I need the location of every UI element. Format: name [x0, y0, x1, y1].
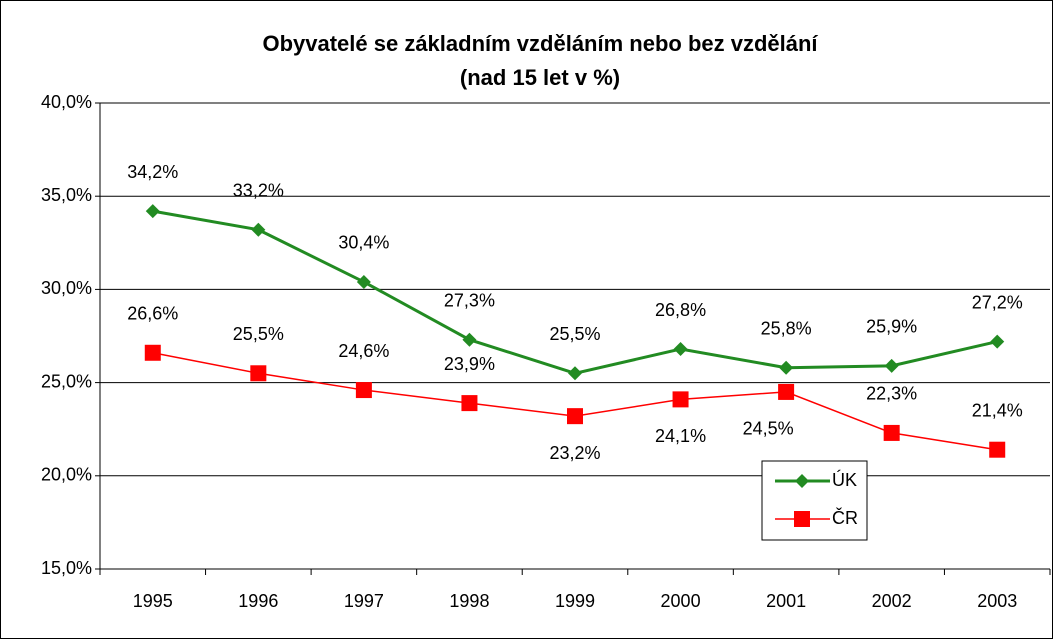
data-label: 25,9% — [866, 317, 917, 337]
point — [673, 342, 688, 357]
point — [568, 366, 582, 381]
x-tick-label: 2000 — [661, 591, 701, 611]
legend-label: ČR — [832, 507, 858, 528]
data-label: 24,5% — [743, 419, 794, 439]
x-tick-label: 1999 — [555, 591, 595, 611]
point — [884, 358, 899, 373]
data-label: 26,6% — [127, 304, 178, 324]
data-label: 21,4% — [972, 400, 1023, 420]
point — [144, 344, 161, 361]
y-tick-label: 35,0% — [41, 185, 92, 205]
point — [356, 274, 371, 289]
x-tick-label: 1998 — [449, 591, 489, 611]
data-label: 33,2% — [233, 181, 284, 201]
point — [883, 424, 900, 441]
x-tick-label: 2003 — [977, 591, 1017, 611]
data-label: 27,2% — [972, 292, 1023, 312]
data-label: 24,1% — [655, 426, 706, 446]
point — [250, 365, 267, 382]
legend-marker — [794, 511, 810, 527]
y-tick-label: 20,0% — [41, 465, 92, 485]
point — [567, 408, 583, 425]
legend-marker — [795, 474, 809, 488]
point — [355, 382, 372, 399]
legend-box — [761, 460, 868, 541]
data-label: 22,3% — [866, 384, 917, 404]
y-tick-label: 30,0% — [41, 278, 92, 298]
data-label: 24,6% — [338, 341, 389, 361]
point — [990, 334, 1005, 349]
data-label: 26,8% — [655, 300, 706, 320]
x-tick-label: 1995 — [133, 591, 173, 611]
point — [462, 332, 477, 347]
data-label: 25,8% — [761, 318, 812, 338]
chart-subtitle: (nad 15 let v %) — [460, 65, 620, 90]
y-tick-label: 40,0% — [41, 92, 92, 112]
data-label: 23,9% — [444, 354, 495, 374]
point — [251, 222, 266, 237]
legend-label: ÚK — [832, 469, 857, 490]
point — [779, 360, 794, 375]
data-label: 23,2% — [549, 443, 600, 463]
data-label: 34,2% — [127, 162, 178, 182]
x-tick-label: 1996 — [238, 591, 278, 611]
point — [672, 391, 689, 408]
y-tick-label: 25,0% — [41, 371, 92, 391]
data-label: 30,4% — [338, 233, 389, 253]
point — [778, 383, 795, 400]
x-tick-label: 2001 — [766, 591, 806, 611]
y-tick-label: 15,0% — [41, 558, 92, 578]
data-label: 27,3% — [444, 290, 495, 310]
data-label: 25,5% — [233, 324, 284, 344]
chart-title: Obyvatelé se základním vzděláním nebo be… — [262, 31, 818, 56]
point — [461, 395, 478, 412]
x-tick-label: 2002 — [872, 591, 912, 611]
x-tick-label: 1997 — [344, 591, 384, 611]
data-label: 25,5% — [549, 324, 600, 344]
point — [145, 204, 160, 219]
point — [989, 441, 1006, 458]
